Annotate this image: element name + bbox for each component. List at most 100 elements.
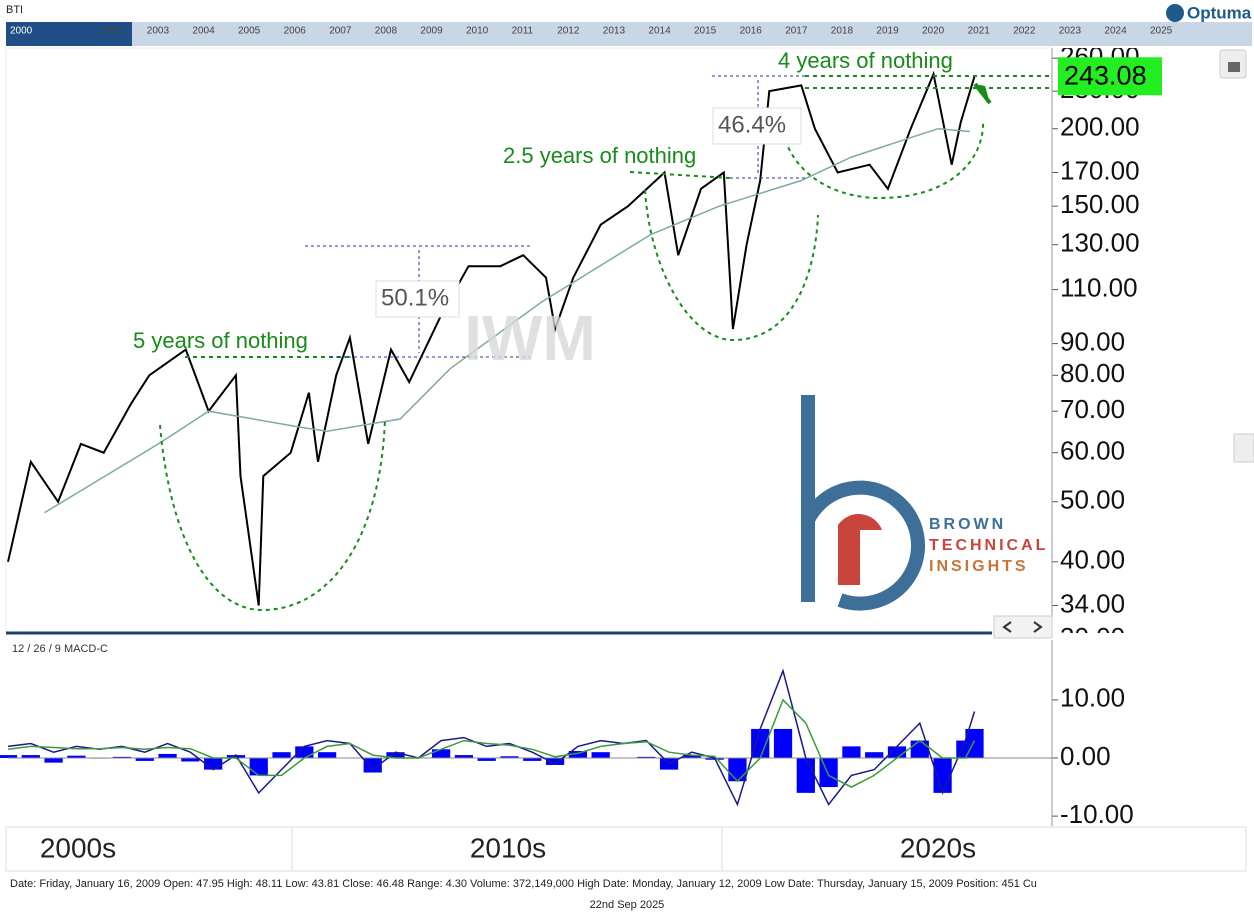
y-tick-label: 170.00 [1060, 155, 1140, 185]
histogram-bar [158, 753, 177, 758]
histogram-bar [204, 757, 223, 770]
navigator-year: 2009 [420, 26, 443, 37]
series-line [7, 70, 976, 606]
brand: Optuma [1187, 3, 1252, 22]
histogram-bar [682, 755, 701, 758]
histogram-bar [500, 756, 519, 758]
histogram-bar [591, 752, 610, 758]
y-tick-label: 110.00 [1060, 272, 1138, 302]
navigator-year: 2006 [284, 26, 307, 37]
annotations: 5 years of nothing 2.5 years of nothing 4 … [133, 48, 953, 353]
period-axis [5, 826, 1247, 872]
navigator-year: 2016 [740, 26, 763, 37]
navigator-window[interactable] [6, 22, 132, 46]
macd-panel: 10.00 0.00 -10.00 [0, 640, 1134, 829]
navigator [6, 22, 1252, 46]
y-tick-label: 30.00 [1060, 622, 1125, 652]
symbol: BTI [6, 4, 23, 16]
y-tick-label: 80.00 [1060, 358, 1125, 388]
logo: BROWN TECHNICAL INSIGHTS [801, 395, 1048, 611]
last-value-box [1058, 57, 1162, 96]
scroll-buttons[interactable] [993, 615, 1053, 639]
annotation-box [712, 107, 802, 145]
navigator-year: 2022 [1013, 26, 1036, 37]
histogram-bar [135, 757, 154, 761]
scroll-left[interactable] [1002, 621, 1012, 633]
y-tick-label: 10.00 [1060, 683, 1125, 713]
y-tick-label: -10.00 [1060, 799, 1134, 829]
navigator-year: 2020 [922, 26, 945, 37]
logo-stem [801, 395, 815, 602]
navigator-year: 2011 [512, 26, 534, 37]
histogram-bar [751, 728, 770, 758]
navigator-year: 2000 [10, 26, 33, 37]
navigator-year: 2018 [831, 26, 854, 37]
y-tick-label: 130.00 [1060, 228, 1140, 258]
navigator-year: 2021 [968, 26, 991, 37]
y-tick-label: 200.00 [1060, 112, 1140, 142]
annotation: 2.5 years of nothing [503, 143, 696, 168]
lock-icon [1228, 62, 1240, 72]
logo-text: TECHNICAL [929, 537, 1048, 554]
brand-icon [1166, 4, 1184, 22]
histogram-bar [796, 757, 815, 793]
navigator-year: 2013 [603, 26, 626, 37]
navigator-year: 2019 [876, 26, 899, 37]
logo-bowl [801, 480, 926, 611]
logo-text: BROWN [929, 516, 1006, 533]
histogram-bar [431, 749, 451, 758]
histogram-bar [386, 752, 405, 758]
navigator-year: 2015 [694, 26, 717, 37]
scroll-right[interactable] [1033, 621, 1043, 633]
measure-lines [305, 75, 805, 358]
period-labels: 2000s 2010s 2020s [40, 832, 976, 863]
y-tick-label: 40.00 [1060, 545, 1125, 575]
cup-ellipse [644, 189, 819, 342]
y-tick-label: 70.00 [1060, 394, 1125, 424]
histogram-bar [454, 755, 474, 758]
histogram-bar [112, 756, 132, 758]
navigator-year: 2024 [1104, 26, 1127, 37]
y-tick-label: 150.00 [1060, 189, 1140, 219]
y-tick-label: 50.00 [1060, 485, 1125, 515]
histogram-bar [477, 757, 496, 761]
y-tick-label: 90.00 [1060, 326, 1125, 356]
histogram-bar [21, 755, 40, 758]
navigator-year: 2005 [238, 26, 261, 37]
y-tick-label: 0.00 [1060, 741, 1111, 771]
watermark: IWM [464, 302, 596, 374]
last-value-label: 243.08 [1064, 60, 1147, 90]
navigator-year: 2023 [1059, 26, 1082, 37]
navigator-year: 2003 [147, 26, 170, 37]
series-line [44, 127, 970, 514]
histogram-bar [67, 755, 86, 758]
histogram-bar [523, 757, 542, 761]
navigator-year: 2014 [648, 26, 671, 37]
y-tick-label: 34.00 [1060, 588, 1125, 618]
side-button[interactable] [1233, 433, 1254, 463]
histogram-bar [865, 752, 884, 758]
histogram-bar [272, 752, 291, 758]
annotation: 5 years of nothing [133, 328, 308, 353]
navigator-year: 2002 [101, 26, 124, 37]
logo-text: INSIGHTS [929, 558, 1029, 575]
histogram-bar [249, 757, 268, 776]
navigator-year: 2004 [192, 26, 215, 37]
histogram-bar [318, 752, 337, 758]
navigator-year: 2012 [557, 26, 580, 37]
histogram-bar [887, 746, 907, 758]
histogram-bar [728, 757, 747, 782]
histogram-bar [637, 756, 656, 758]
histogram-bar [363, 757, 382, 773]
navigator-year: 2008 [375, 26, 398, 37]
histogram-bar [773, 728, 793, 758]
period-label: 2000s [40, 832, 116, 863]
navigator-year: 2007 [329, 26, 352, 37]
navigator-year: 2017 [785, 26, 808, 37]
footer-date: 22nd Sep 2025 [590, 899, 665, 911]
histogram-bar [568, 751, 587, 758]
level-line [629, 171, 731, 179]
period-label: 2020s [900, 832, 976, 863]
